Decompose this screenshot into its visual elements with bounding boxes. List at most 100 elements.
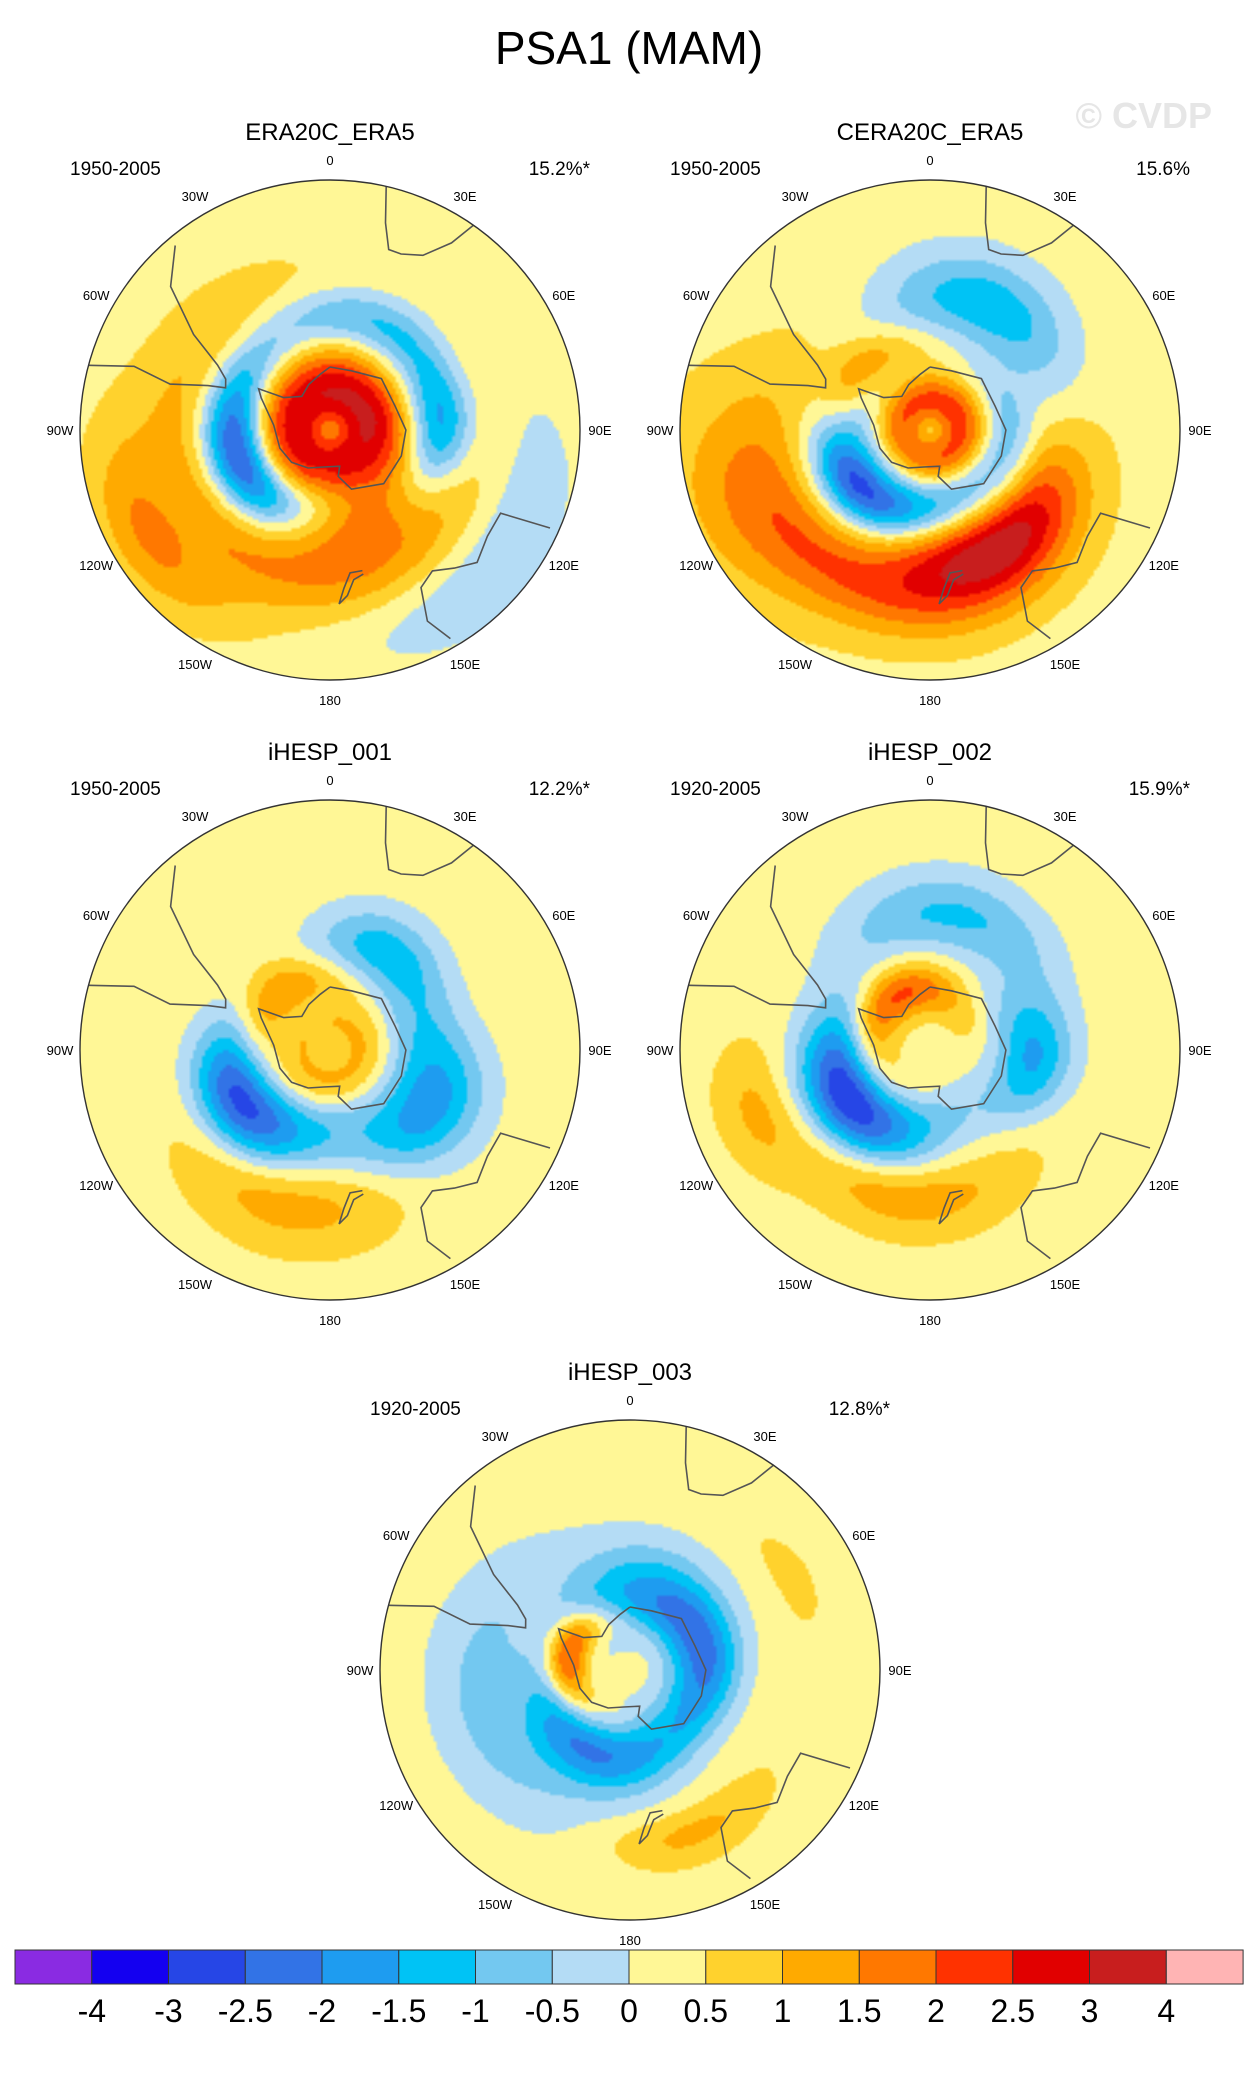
map-panel: iHESP_001 1950-2005 12.2%* 0 30E 60E 90E 120E 15… (47, 739, 612, 1328)
longitude-label: 60E (552, 908, 575, 923)
longitude-label: 60W (83, 908, 110, 923)
colorbar-swatch (1012, 1949, 1091, 1985)
panel-period: 1950-2005 (70, 159, 161, 180)
colorbar-swatch (14, 1949, 93, 1985)
field-raster (680, 800, 1180, 1300)
south-america-coast (688, 245, 827, 389)
panel-period: 1950-2005 (70, 779, 161, 800)
longitude-label: 0 (926, 153, 933, 168)
south-america-coast (88, 865, 227, 1009)
longitude-label: 60W (683, 288, 710, 303)
watermark: © CVDP (1075, 95, 1212, 136)
panel-title: iHESP_002 (868, 739, 992, 766)
south-america-coast (388, 1485, 527, 1629)
longitude-label: 180 (919, 693, 941, 708)
map-border (79, 799, 581, 1301)
map-border (679, 179, 1181, 681)
colorbar-swatch (398, 1949, 477, 1985)
longitude-label: 150E (1050, 1277, 1081, 1292)
africa-coast (984, 186, 1074, 257)
longitude-label: 30W (182, 189, 209, 204)
australia-coast (420, 1132, 551, 1260)
panel-percent: 15.6% (1136, 159, 1190, 180)
colorbar-tick-label: 4 (1157, 1993, 1175, 2029)
panel-percent: 15.9%* (1129, 779, 1191, 800)
longitude-label: 90W (647, 423, 674, 438)
map-panel: iHESP_003 1920-2005 12.8%* 0 30E 60E 90E 120E 15… (347, 1359, 912, 1948)
colorbar-swatch (628, 1949, 707, 1985)
map-panel: CERA20C_ERA5 1950-2005 15.6% 0 30E 60E 90E 120E… (647, 119, 1212, 708)
australia-coast (1020, 512, 1151, 640)
longitude-label: 0 (926, 773, 933, 788)
longitude-label: 180 (319, 1313, 341, 1328)
south-america-coast (688, 865, 827, 1009)
longitude-label: 150W (478, 1897, 513, 1912)
field-raster (80, 180, 580, 680)
longitude-label: 90E (1188, 423, 1211, 438)
longitude-label: 150W (178, 1277, 213, 1292)
longitude-label: 150E (450, 657, 481, 672)
figure-title: PSA1 (MAM) (495, 22, 763, 74)
map-border (679, 799, 1181, 1301)
longitude-label: 90E (588, 1043, 611, 1058)
panel-title: iHESP_001 (268, 739, 392, 766)
longitude-label: 150E (750, 1897, 781, 1912)
longitude-label: 180 (919, 1313, 941, 1328)
longitude-label: 150W (178, 657, 213, 672)
colorbar-swatch (705, 1949, 784, 1985)
panel-title: CERA20C_ERA5 (837, 119, 1024, 146)
map-panel: iHESP_002 1920-2005 15.9%* 0 30E 60E 90E 120E 15… (647, 739, 1212, 1328)
longitude-label: 150E (1050, 657, 1081, 672)
longitude-label: 90E (888, 1663, 911, 1678)
field-raster (380, 1420, 880, 1920)
new-zealand-coast (938, 1189, 964, 1225)
longitude-label: 30W (782, 189, 809, 204)
longitude-label: 30E (1053, 189, 1076, 204)
africa-coast (984, 806, 1074, 877)
africa-coast (384, 806, 474, 877)
colorbar-swatch (551, 1949, 630, 1985)
colorbar-tick-label: -1.5 (371, 1993, 426, 2029)
new-zealand-coast (638, 1809, 664, 1845)
panel-percent: 12.8%* (829, 1399, 891, 1420)
antarctica-coast (257, 986, 407, 1111)
colorbar: -4 -3 -2.5 -2 -1.5 -1 -0.5 0 0.5 1 1.5 2 2.5 3 4 (14, 1949, 1244, 2029)
longitude-label: 90E (1188, 1043, 1211, 1058)
longitude-label: 180 (619, 1933, 641, 1948)
longitude-label: 60W (383, 1528, 410, 1543)
colorbar-tick-label: 3 (1081, 1993, 1099, 2029)
longitude-label: 120E (1149, 1178, 1180, 1193)
longitude-label: 30W (482, 1429, 509, 1444)
colorbar-swatch (858, 1949, 937, 1985)
longitude-label: 180 (319, 693, 341, 708)
panels: ERA20C_ERA5 1950-2005 15.2%* 0 30E 60E 90E 120E… (47, 119, 1212, 1948)
colorbar-tick-label: 0 (620, 1993, 638, 2029)
longitude-label: 60E (852, 1528, 875, 1543)
colorbar-tick-label: 2 (927, 1993, 945, 2029)
longitude-label: 90W (47, 423, 74, 438)
colorbar-tick-label: 1.5 (837, 1993, 881, 2029)
longitude-label: 150W (778, 1277, 813, 1292)
map-border (379, 1419, 881, 1921)
australia-coast (420, 512, 551, 640)
antarctica-coast (557, 1606, 707, 1731)
longitude-label: 120E (549, 558, 580, 573)
colorbar-swatch (1165, 1949, 1244, 1985)
panel-percent: 15.2%* (529, 159, 591, 180)
longitude-label: 120W (79, 1178, 114, 1193)
longitude-label: 90E (588, 423, 611, 438)
colorbar-tick-label: -2.5 (218, 1993, 273, 2029)
longitude-label: 30E (453, 189, 476, 204)
longitude-label: 120W (379, 1798, 414, 1813)
colorbar-swatch (935, 1949, 1014, 1985)
colorbar-tick-label: 1 (774, 1993, 792, 2029)
panel-period: 1920-2005 (370, 1399, 461, 1420)
longitude-label: 60W (83, 288, 110, 303)
longitude-label: 150E (450, 1277, 481, 1292)
panel-title: iHESP_003 (568, 1359, 692, 1386)
australia-coast (720, 1752, 851, 1880)
longitude-label: 120W (679, 1178, 714, 1193)
map-panel: ERA20C_ERA5 1950-2005 15.2%* 0 30E 60E 90E 120E… (47, 119, 612, 708)
longitude-label: 0 (326, 153, 333, 168)
